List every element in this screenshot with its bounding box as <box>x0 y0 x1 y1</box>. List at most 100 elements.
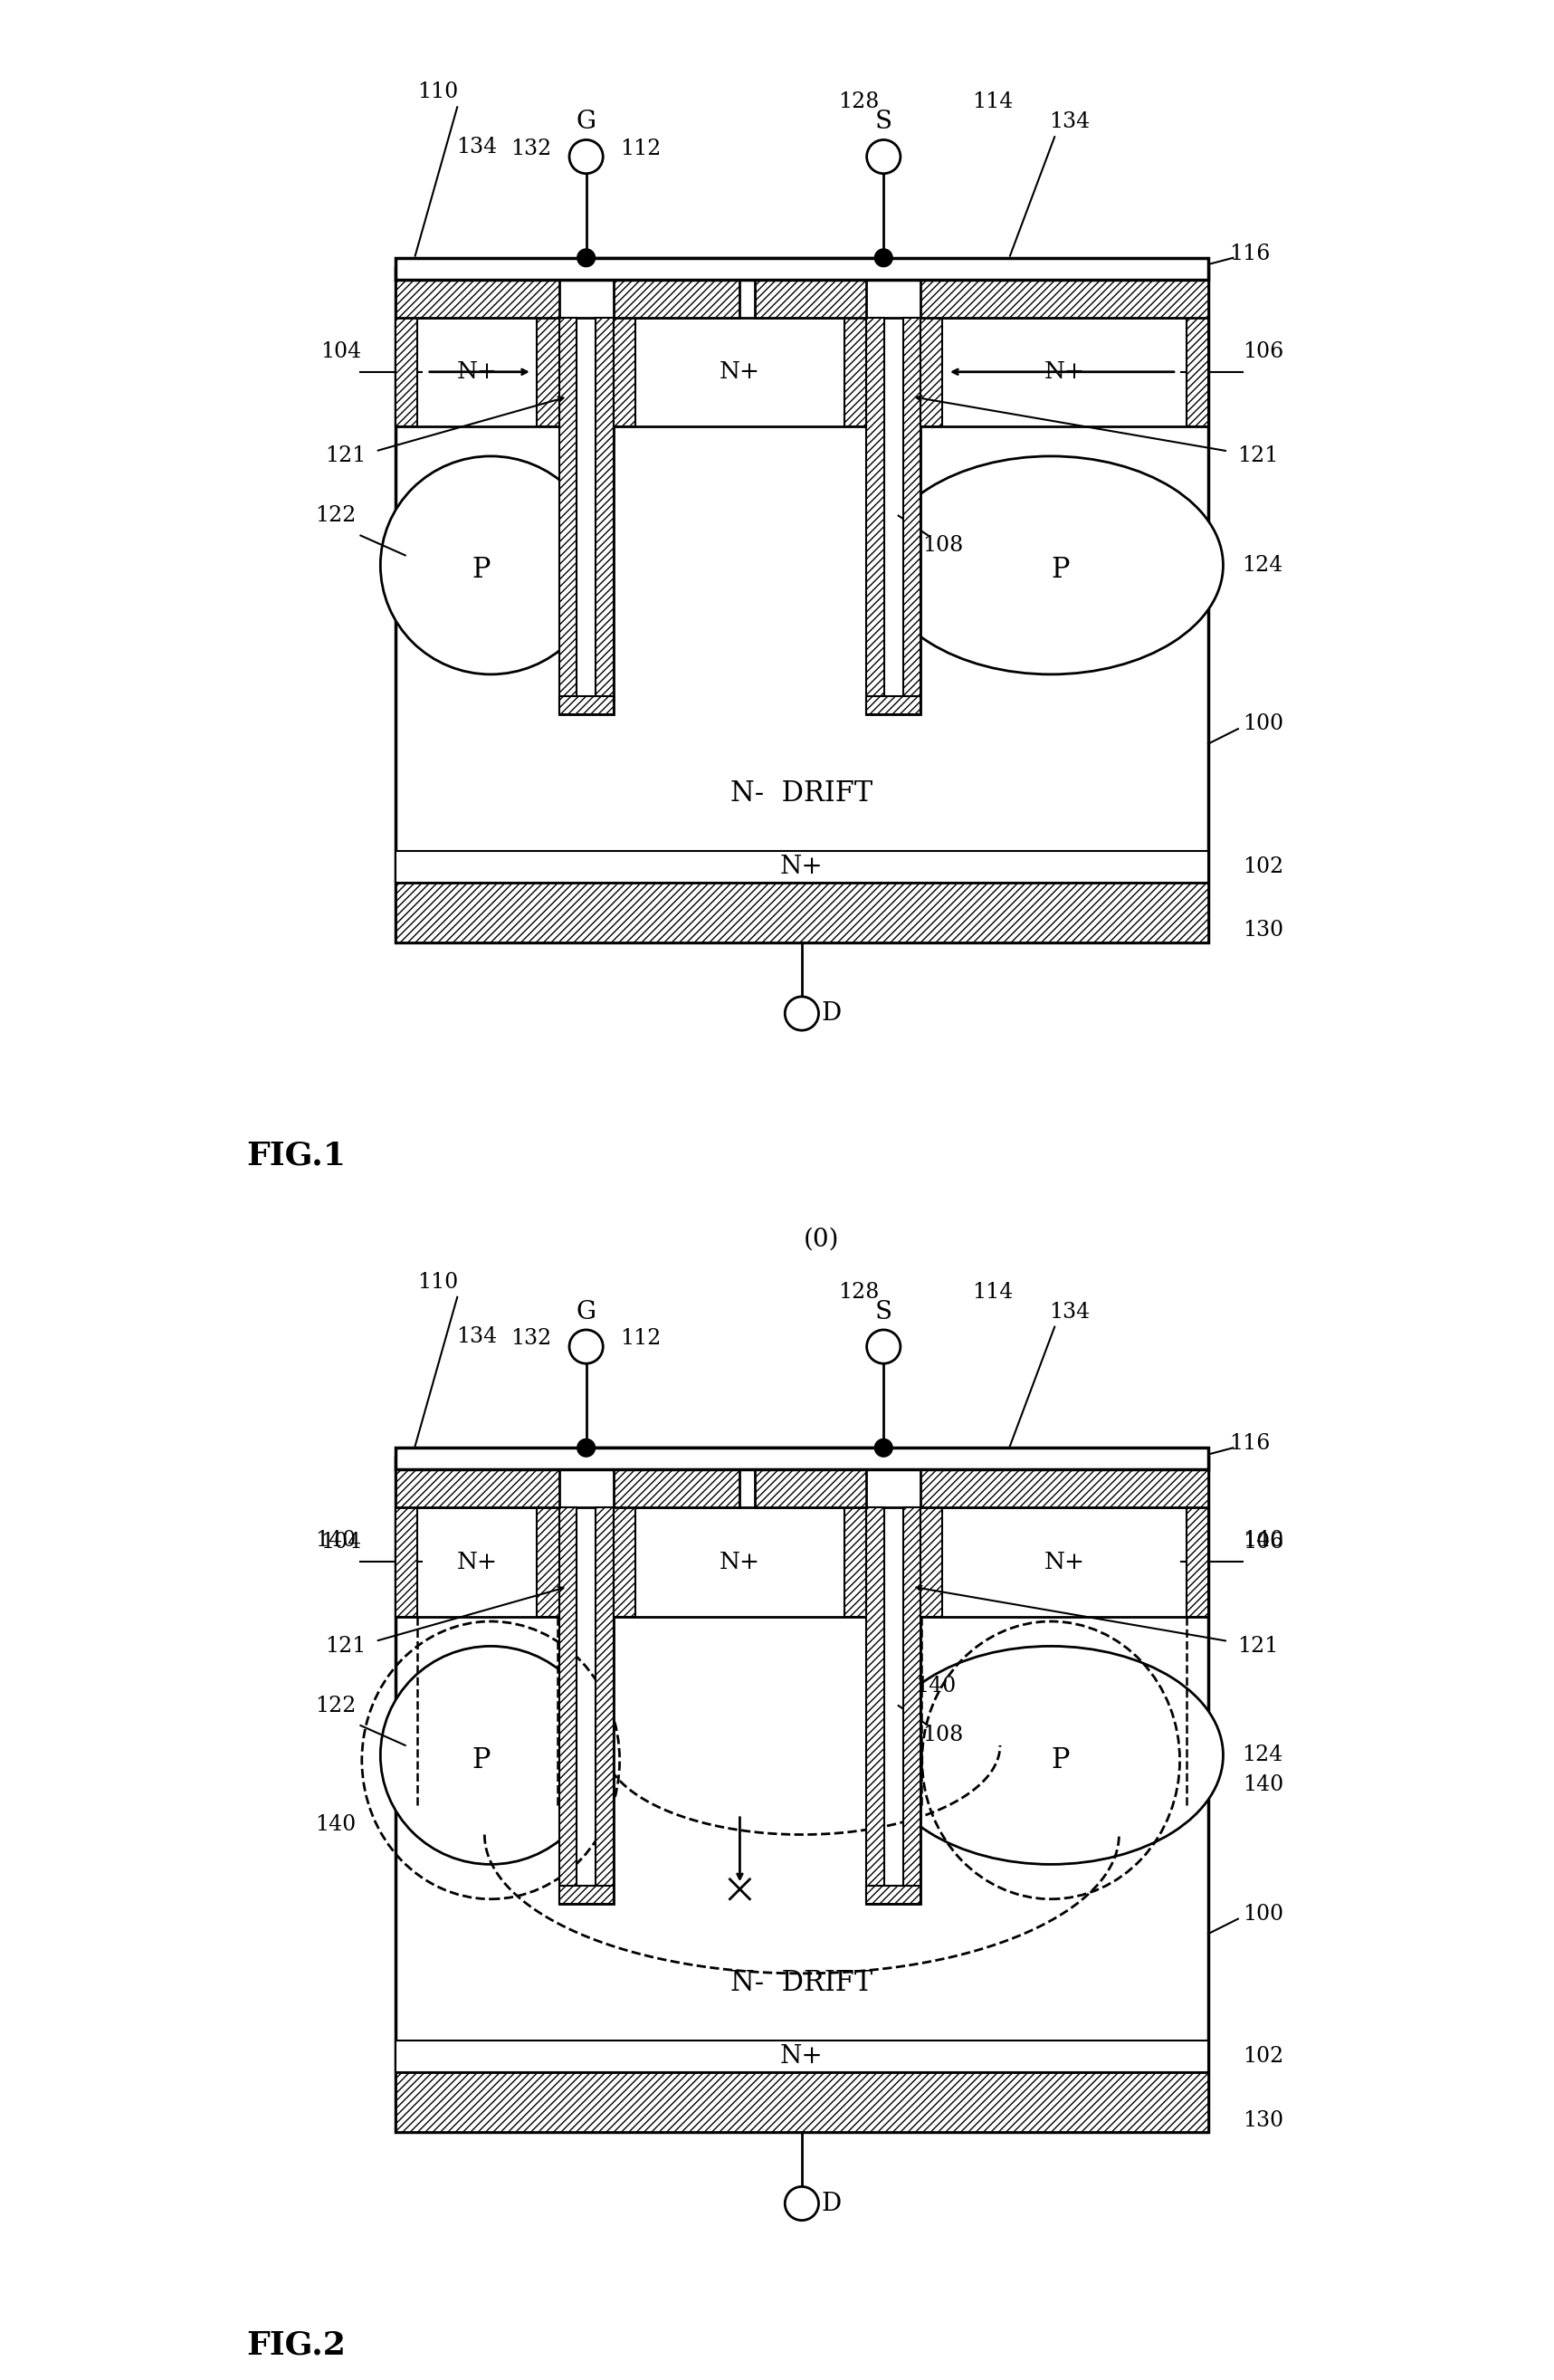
Text: N+: N+ <box>720 1549 760 1573</box>
Bar <box>395 317 416 426</box>
Text: 130: 130 <box>1242 2109 1284 2130</box>
Ellipse shape <box>381 1647 601 1864</box>
Text: 130: 130 <box>1242 919 1284 940</box>
Bar <box>614 1507 636 1616</box>
Bar <box>395 1447 1209 1468</box>
Circle shape <box>875 250 892 267</box>
Bar <box>922 317 1209 426</box>
Bar <box>866 317 884 714</box>
Text: N+: N+ <box>720 359 760 383</box>
Text: 110: 110 <box>416 1271 458 1292</box>
Text: N+: N+ <box>780 854 824 878</box>
Text: N-  DRIFT: N- DRIFT <box>730 778 873 807</box>
Bar <box>614 317 866 426</box>
Text: 116: 116 <box>1229 1433 1271 1454</box>
Text: 106: 106 <box>1242 343 1284 362</box>
Text: 134: 134 <box>457 1326 497 1347</box>
Circle shape <box>569 140 603 174</box>
Bar <box>538 1507 559 1616</box>
Circle shape <box>867 1330 900 1364</box>
Bar <box>755 1471 866 1507</box>
Bar <box>922 278 1209 317</box>
Text: 140: 140 <box>1242 1530 1284 1549</box>
Text: 140: 140 <box>915 1676 956 1697</box>
Text: G: G <box>577 1299 597 1323</box>
Text: 106: 106 <box>1242 1533 1284 1552</box>
Bar <box>903 1507 922 1904</box>
Text: N+: N+ <box>457 1549 497 1573</box>
Bar <box>866 317 922 714</box>
Text: 102: 102 <box>1242 2047 1284 2068</box>
Bar <box>395 278 559 317</box>
Bar <box>559 317 614 714</box>
Bar <box>1186 317 1209 426</box>
Text: D: D <box>822 2192 842 2216</box>
Text: 112: 112 <box>620 1328 660 1349</box>
Text: 114: 114 <box>973 1283 1013 1302</box>
Bar <box>395 1507 559 1616</box>
Circle shape <box>875 1440 892 1457</box>
Text: 104: 104 <box>320 1533 361 1552</box>
Text: 100: 100 <box>1242 714 1284 735</box>
Text: 132: 132 <box>511 1328 552 1349</box>
Text: 124: 124 <box>1242 1745 1284 1766</box>
Circle shape <box>867 140 900 174</box>
Bar <box>866 1507 884 1904</box>
Text: S: S <box>875 109 892 133</box>
Text: 100: 100 <box>1242 1904 1284 1925</box>
Text: S: S <box>875 1299 892 1323</box>
Text: 124: 124 <box>1242 555 1284 576</box>
Text: 110: 110 <box>416 81 458 102</box>
Bar <box>1186 1507 1209 1616</box>
Text: 121: 121 <box>1237 445 1279 466</box>
Text: 134: 134 <box>1049 112 1089 133</box>
Bar <box>395 2073 1209 2132</box>
Bar <box>395 883 1209 942</box>
Text: 102: 102 <box>1242 857 1284 878</box>
Bar <box>395 267 1209 942</box>
Bar <box>614 317 636 426</box>
Bar <box>395 317 559 426</box>
Bar <box>538 317 559 426</box>
Text: G: G <box>577 109 597 133</box>
Bar <box>866 1885 922 1904</box>
Bar <box>559 317 577 714</box>
Text: D: D <box>822 1002 842 1026</box>
Bar <box>595 317 614 714</box>
Bar <box>922 1471 1209 1507</box>
Text: P: P <box>1052 1747 1071 1773</box>
Text: 140: 140 <box>1242 1775 1284 1795</box>
Circle shape <box>577 250 595 267</box>
Circle shape <box>785 2187 819 2221</box>
Text: 121: 121 <box>1237 1635 1279 1656</box>
Text: N+: N+ <box>457 359 497 383</box>
Bar <box>922 317 943 426</box>
Text: 121: 121 <box>325 1635 367 1656</box>
Text: 122: 122 <box>315 1695 356 1716</box>
Bar <box>595 1507 614 1904</box>
Circle shape <box>577 1440 595 1457</box>
Text: P: P <box>471 557 490 583</box>
Text: 128: 128 <box>838 1283 880 1302</box>
Text: FIG.2: FIG.2 <box>247 2330 347 2361</box>
Text: N+: N+ <box>1044 359 1085 383</box>
Bar <box>559 695 614 714</box>
Bar <box>866 695 922 714</box>
Bar <box>395 2042 1209 2073</box>
Bar <box>844 317 866 426</box>
Bar <box>614 1507 866 1616</box>
Text: 134: 134 <box>1049 1302 1089 1323</box>
Bar <box>922 1507 943 1616</box>
Text: 122: 122 <box>315 505 356 526</box>
Bar <box>559 1885 614 1904</box>
Text: N-  DRIFT: N- DRIFT <box>730 1968 873 1997</box>
Text: P: P <box>471 1747 490 1773</box>
Text: 104: 104 <box>320 343 361 362</box>
Ellipse shape <box>878 457 1223 674</box>
Text: 128: 128 <box>838 93 880 112</box>
Bar <box>395 257 1209 281</box>
Text: 134: 134 <box>457 136 497 157</box>
Text: 140: 140 <box>315 1530 356 1549</box>
Bar <box>559 1507 577 1904</box>
Bar <box>614 278 740 317</box>
